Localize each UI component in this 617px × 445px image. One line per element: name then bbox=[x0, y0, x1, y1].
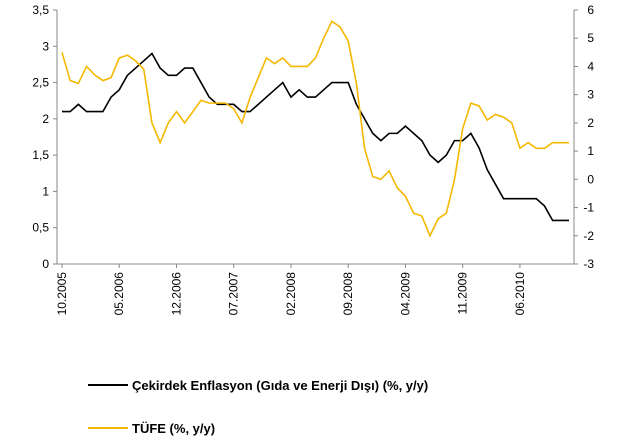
y2-tick-label: 5 bbox=[587, 31, 594, 45]
series-line bbox=[61, 20, 569, 238]
x-tick-label: 11.2009 bbox=[456, 272, 470, 315]
y-tick-label: 3 bbox=[42, 39, 49, 53]
legend-label: TÜFE (%, y/y) bbox=[132, 421, 215, 436]
x-tick-label: 12.2006 bbox=[169, 272, 183, 316]
x-tick-label: 09.2008 bbox=[341, 272, 355, 316]
x-tick-label: 07.2007 bbox=[227, 272, 241, 316]
y2-tick-label: -1 bbox=[583, 201, 594, 215]
x-tick-label: 05.2006 bbox=[112, 272, 126, 316]
y2-tick-label: 4 bbox=[587, 59, 594, 73]
y2-tick-label: 1 bbox=[587, 144, 594, 158]
y-tick-label: 2,5 bbox=[32, 76, 49, 90]
y2-tick-label: 0 bbox=[587, 172, 594, 186]
x-tick-label: 02.2008 bbox=[284, 272, 298, 316]
legend-label: Çekirdek Enflasyon (Gıda ve Enerji Dışı)… bbox=[132, 378, 428, 393]
x-tick-label: 06.2010 bbox=[513, 272, 527, 316]
y-tick-label: 2 bbox=[42, 112, 49, 126]
y-tick-label: 3,5 bbox=[32, 3, 49, 17]
y-tick-label: 0 bbox=[42, 257, 49, 271]
y2-tick-label: -2 bbox=[583, 229, 594, 243]
y2-tick-label: 6 bbox=[587, 3, 594, 17]
series-line bbox=[62, 52, 569, 222]
y-tick-label: 0,5 bbox=[32, 221, 49, 235]
x-tick-label: 04.2009 bbox=[398, 272, 412, 316]
y2-tick-label: -3 bbox=[583, 257, 594, 271]
y-tick-label: 1,5 bbox=[32, 148, 49, 162]
x-tick-label: 10.2005 bbox=[55, 272, 69, 316]
y2-tick-label: 2 bbox=[587, 116, 594, 130]
y2-tick-label: 3 bbox=[587, 88, 594, 102]
y-tick-label: 1 bbox=[42, 184, 49, 198]
